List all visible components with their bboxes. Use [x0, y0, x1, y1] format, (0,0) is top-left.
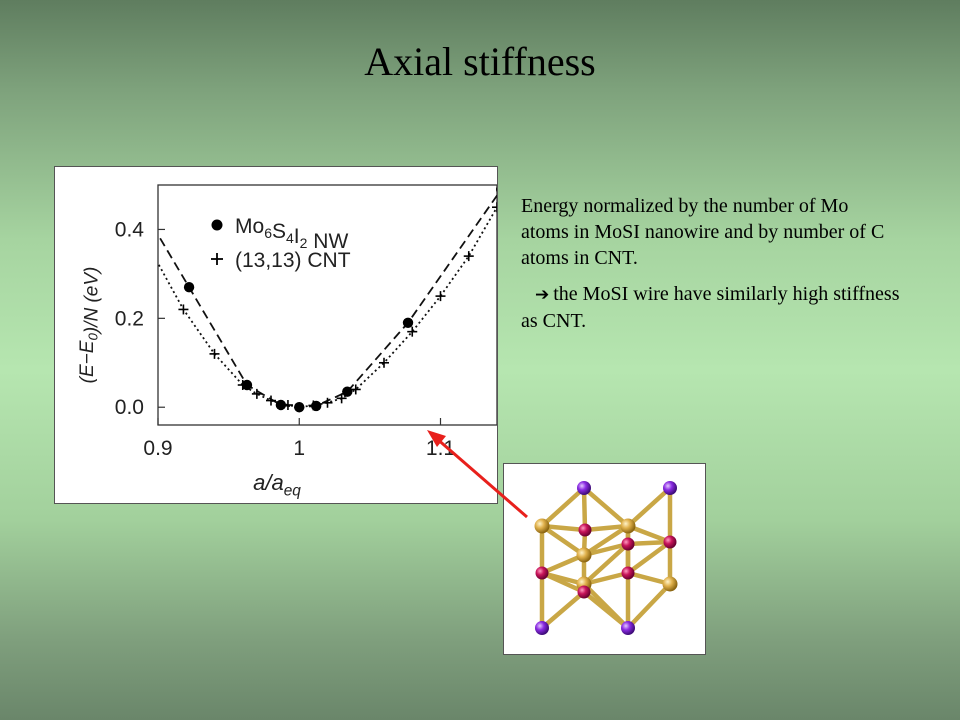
slide-title: Axial stiffness: [364, 39, 596, 84]
cnt-data-point: [407, 326, 418, 337]
s-atom: [578, 523, 592, 537]
x-tick-label: 0.9: [143, 437, 172, 460]
cnt-data-point: [350, 384, 361, 395]
nw-fit-line: [159, 193, 497, 409]
nw-data-point: [275, 399, 287, 411]
conclusion-text: the MoSI wire have similarly high stiffn…: [521, 283, 900, 332]
y-tick-label: 0.0: [115, 396, 144, 419]
chart-marks: [178, 186, 497, 413]
structure-atoms: [534, 481, 678, 635]
bond: [625, 581, 673, 631]
bond: [581, 581, 631, 631]
chart-axes: 0.9 1 1.1 0.0 0.2 0.4: [115, 184, 497, 460]
cnt-data-point: [294, 402, 305, 413]
bond: [539, 485, 587, 529]
bond: [539, 523, 587, 558]
bond: [625, 539, 673, 576]
nw-data-point: [402, 317, 414, 328]
nw-data-point: [183, 282, 195, 293]
y-tick-label: 0.4: [115, 218, 145, 241]
legend-nw-label: Mo6S4I2 NW: [235, 215, 348, 253]
bond: [581, 485, 631, 529]
s-atom: [621, 566, 635, 580]
y-axis-label: (E−E0)/N (eV): [77, 267, 103, 384]
legend-nw-marker: [211, 219, 223, 231]
cnt-data-point: [336, 393, 347, 404]
description-text: Energy normalized by the number of Mo at…: [521, 195, 885, 269]
bond: [539, 589, 587, 631]
legend-cnt-label: (13,13) CNT: [235, 249, 351, 272]
i-atom: [535, 621, 549, 635]
mosi-structure-svg: [534, 481, 678, 635]
x-tick-label: 1: [293, 437, 305, 460]
cnt-data-point: [178, 304, 189, 315]
cnt-data-point: [251, 388, 262, 399]
s-atom: [535, 566, 549, 580]
cnt-data-point: [266, 395, 276, 406]
conclusion-line: ➔ the MoSI wire have similarly high stiff…: [521, 281, 901, 334]
energy-chart: 0.9 1 1.1 0.0 0.2 0.4 Mo6S4I2 NW (13,13) CNT (…: [54, 166, 498, 504]
cnt-data-point: [282, 400, 293, 410]
x-tick-label: 1.1: [426, 437, 455, 460]
x-axis-label: a/aeq: [253, 470, 301, 499]
cnt-data-point: [237, 380, 248, 390]
nw-data-point: [342, 386, 353, 397]
bond: [581, 541, 631, 558]
bond: [581, 570, 631, 587]
y-tick-label: 0.2: [115, 307, 144, 330]
s-atom: [663, 535, 677, 549]
i-atom: [577, 481, 591, 495]
chart-legend: Mo6S4I2 NW(13,13) CNT: [211, 215, 351, 272]
plot-area-frame: [157, 184, 497, 426]
cnt-data-point: [308, 400, 319, 411]
nw-data-point: [496, 186, 497, 193]
right-arrow-icon: ➔: [535, 285, 550, 305]
bond: [581, 485, 588, 533]
mo-atom: [620, 518, 636, 534]
cnt-data-point: [209, 348, 220, 359]
i-atom: [621, 621, 635, 635]
energy-chart-svg: 0.9 1 1.1 0.0 0.2 0.4 Mo6S4I2 NW(13,13) CNT (…: [77, 184, 497, 499]
mosi-structure-image: [503, 463, 706, 655]
bond: [625, 485, 673, 529]
s-atom: [577, 585, 591, 599]
cnt-data-point: [379, 357, 389, 368]
structure-bonds: [539, 485, 673, 631]
s-atom: [621, 537, 635, 551]
mo-atom: [534, 518, 550, 534]
mo-atom: [662, 576, 678, 592]
bond: [581, 541, 631, 587]
cnt-data-point: [435, 291, 446, 302]
bond: [539, 552, 587, 576]
cnt-data-point: [492, 202, 497, 213]
legend-cnt-marker: [211, 253, 223, 265]
i-atom: [663, 481, 677, 495]
chart-fit-lines: [158, 193, 497, 409]
mo-atom: [576, 547, 592, 563]
bond: [539, 570, 587, 595]
bond: [625, 539, 673, 547]
cnt-data-point: [463, 251, 474, 262]
cnt-data-point: [322, 397, 333, 408]
bond: [581, 523, 631, 558]
description-panel: Energy normalized by the number of Mo at…: [521, 193, 901, 344]
